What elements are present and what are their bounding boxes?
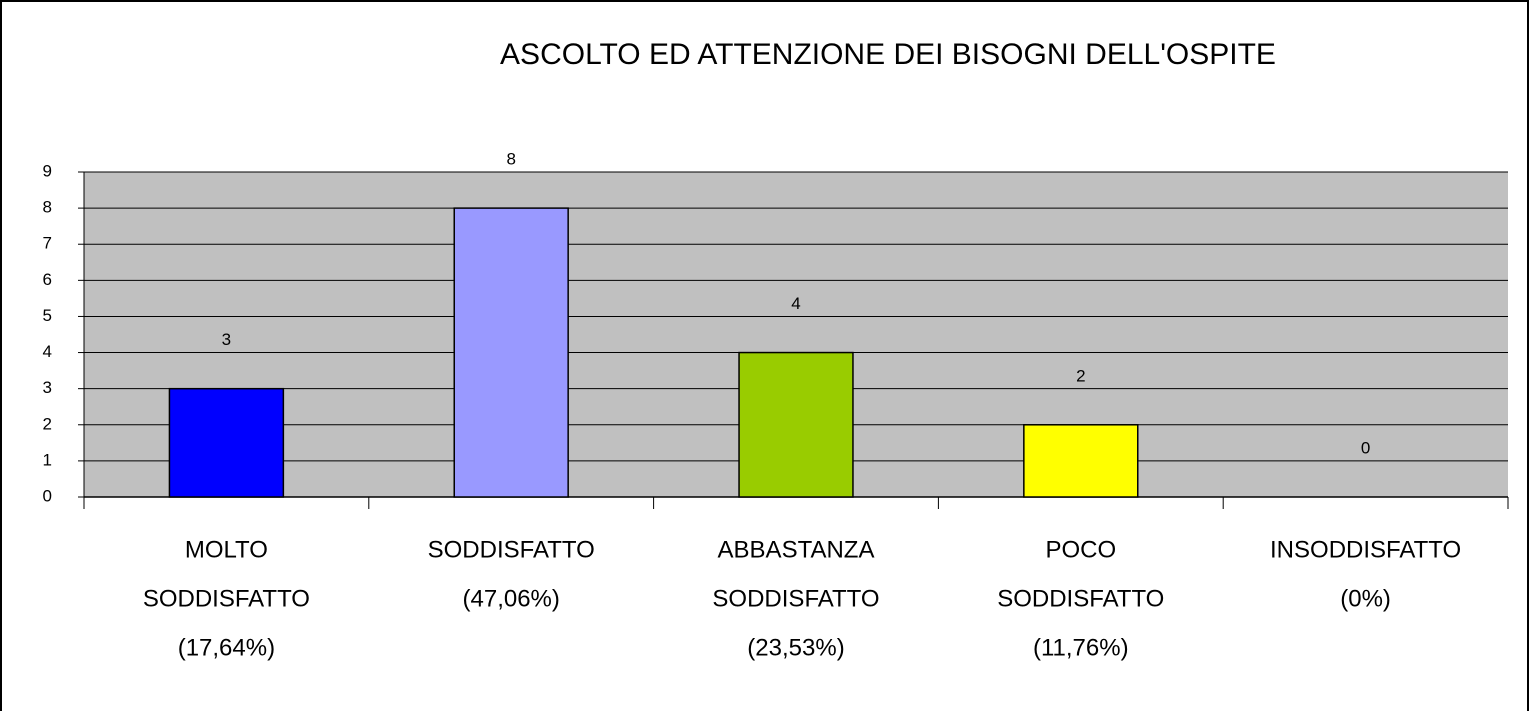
y-tick-label: 9 bbox=[43, 161, 52, 180]
x-tick-label: (17,64%) bbox=[178, 634, 275, 661]
x-tick-label: INSODDISFATTO bbox=[1270, 536, 1461, 563]
value-label: 4 bbox=[791, 294, 800, 313]
x-tick-label: SODDISFATTO bbox=[143, 585, 310, 612]
bar bbox=[738, 351, 854, 498]
bar bbox=[453, 207, 569, 498]
y-tick-label: 8 bbox=[43, 198, 52, 217]
value-label: 8 bbox=[506, 150, 515, 169]
y-tick-label: 0 bbox=[43, 486, 52, 505]
x-tick-label: (11,76%) bbox=[1033, 634, 1129, 661]
x-tick-label: ABBASTANZA bbox=[718, 536, 875, 563]
y-tick-label: 5 bbox=[43, 306, 52, 325]
x-tick-label: SODDISFATTO bbox=[997, 585, 1164, 612]
x-tick-label: MOLTO bbox=[185, 536, 268, 563]
x-tick-label: POCO bbox=[1045, 536, 1116, 563]
y-tick-label: 1 bbox=[43, 450, 52, 469]
value-label: 3 bbox=[222, 330, 231, 349]
y-tick-label: 7 bbox=[43, 234, 52, 253]
value-label: 2 bbox=[1076, 366, 1085, 385]
x-tick-label: SODDISFATTO bbox=[428, 536, 595, 563]
value-label: 0 bbox=[1361, 438, 1370, 457]
x-tick-label: (23,53%) bbox=[747, 634, 844, 661]
y-tick-label: 2 bbox=[43, 414, 52, 433]
y-tick-label: 4 bbox=[43, 342, 52, 361]
bar bbox=[168, 387, 285, 498]
x-tick-label: (0%) bbox=[1340, 585, 1391, 612]
y-tick-label: 6 bbox=[43, 270, 52, 289]
bar bbox=[1023, 424, 1139, 498]
y-tick-label: 3 bbox=[43, 378, 52, 397]
x-tick-label: SODDISFATTO bbox=[712, 585, 879, 612]
chart-title: ASCOLTO ED ATTENZIONE DEI BISOGNI DELL'O… bbox=[500, 38, 1276, 71]
x-tick-label: (47,06%) bbox=[463, 585, 560, 612]
